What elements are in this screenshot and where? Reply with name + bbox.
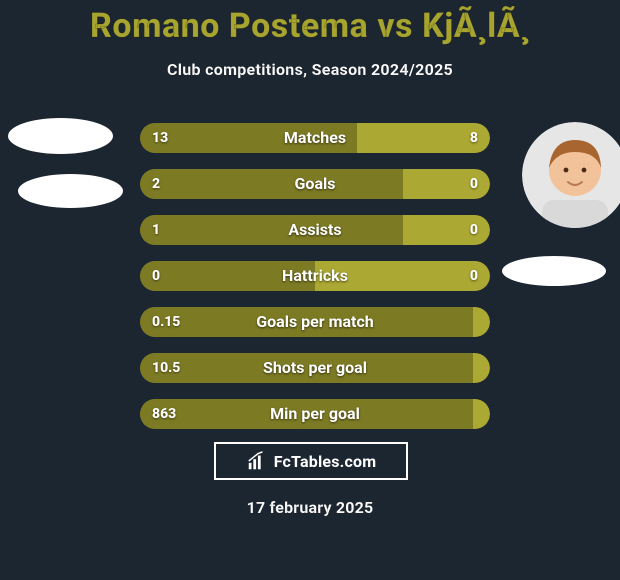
avatar-svg — [522, 122, 620, 228]
stat-row: Matches138 — [140, 123, 490, 153]
stat-bar-fill — [140, 123, 357, 153]
stat-row: Shots per goal10.5 — [140, 353, 490, 383]
stat-bar-fill — [140, 399, 473, 429]
stat-bar-fill — [140, 307, 473, 337]
source-text: FcTables.com — [274, 452, 377, 471]
player-left-logo-placeholder-2 — [18, 174, 123, 208]
stat-row: Hattricks00 — [140, 261, 490, 291]
stat-bar-fill — [140, 261, 315, 291]
snapshot-date: 17 february 2025 — [0, 498, 620, 517]
stat-bar-fill — [140, 353, 473, 383]
comparison-card: Romano Postema vs KjÃ¸lÃ¸ Club competiti… — [0, 0, 620, 580]
player-left-logo-placeholder-1 — [8, 118, 113, 154]
page-title: Romano Postema vs KjÃ¸lÃ¸ — [0, 0, 620, 46]
stat-row: Min per goal863 — [140, 399, 490, 429]
stat-bar-fill — [140, 215, 403, 245]
stat-bar-fill — [140, 169, 403, 199]
stat-row: Goals20 — [140, 169, 490, 199]
player-right-avatar — [522, 122, 620, 228]
page-subtitle: Club competitions, Season 2024/2025 — [0, 60, 620, 79]
player-right-logo-placeholder — [502, 256, 606, 286]
stat-row: Goals per match0.15 — [140, 307, 490, 337]
stat-row: Assists10 — [140, 215, 490, 245]
source-badge: FcTables.com — [214, 442, 408, 480]
stats-icon — [246, 450, 268, 472]
stats-bar-group: Matches138 Goals20 Assists10 Hattricks00 Goa… — [140, 123, 490, 445]
